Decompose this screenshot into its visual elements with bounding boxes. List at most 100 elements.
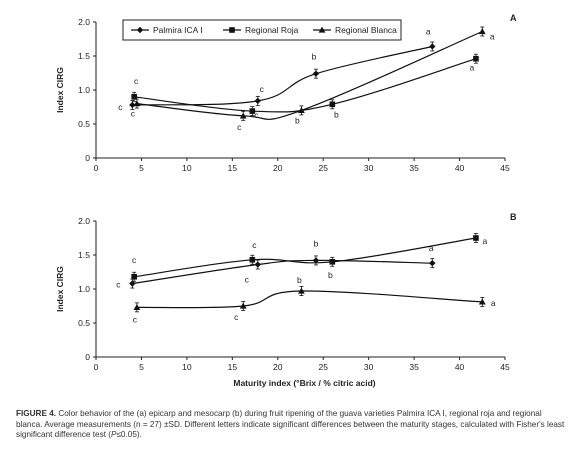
y-tick-label: 0 (85, 153, 90, 163)
data-point (254, 261, 261, 268)
significance-letter: c (132, 255, 137, 265)
data-point (298, 287, 305, 294)
data-point (133, 303, 141, 310)
data-point (473, 235, 479, 241)
y-tick-label: 1.0 (78, 284, 90, 294)
data-point (249, 108, 256, 114)
data-point (133, 100, 141, 107)
panel-a: 0 5 10 15 20 25 30 35 40 45 0 0.5 1.0 1.5 2.0 Index CIR… (55, 13, 517, 173)
legend-label: Palmira ICA I (153, 25, 203, 35)
y-tick-label: 2.0 (78, 17, 90, 27)
x-tick-label: 20 (273, 362, 283, 372)
data-point (131, 94, 137, 100)
x-tick-label: 25 (318, 163, 328, 173)
significance-letter: c (134, 76, 139, 86)
series-regional-roja: c c b a (131, 53, 479, 120)
series-line (132, 259, 433, 285)
data-point (429, 259, 436, 267)
x-tick-label: 25 (318, 362, 328, 372)
significance-letter: b (328, 270, 333, 280)
x-tick-label: 0 (94, 163, 99, 173)
y-tick-label: 1.5 (78, 51, 90, 61)
legend-label: Regional Roja (245, 25, 299, 35)
caption-p: P (110, 430, 117, 440)
series-line (134, 58, 477, 113)
data-point (239, 112, 247, 119)
y-tick-label: 1.5 (78, 250, 90, 260)
y-tick-label: 2.0 (78, 216, 90, 226)
series-line (132, 45, 433, 106)
data-point (298, 107, 305, 113)
significance-letter: b (297, 275, 302, 285)
significance-letter: c (116, 280, 121, 290)
legend-marker (318, 26, 326, 33)
significance-letter: c (252, 240, 257, 250)
x-tick-label: 0 (94, 362, 99, 372)
x-tick-label: 45 (500, 163, 510, 173)
x-tick-label: 40 (455, 163, 465, 173)
y-axis-label: Index CIRG (55, 266, 65, 312)
series-regional-blanca: c c b a (133, 275, 496, 324)
figure-canvas: 0 5 10 15 20 25 30 35 40 45 0 0.5 1.0 1.5 2.0 Index CIR… (55, 13, 517, 388)
legend-marker (136, 26, 144, 34)
x-tick-label: 5 (139, 362, 144, 372)
significance-letter: b (314, 238, 319, 248)
x-tick-label: 30 (364, 362, 374, 372)
significance-letter: a (483, 236, 488, 246)
y-axis-label: Index CIRG (55, 67, 65, 113)
panel-b: 0 5 10 15 20 25 30 35 40 45 0 0.5 1.0 1.5 2.0 Index CIR… (55, 212, 517, 388)
data-point (129, 280, 136, 287)
x-tick-label: 35 (409, 362, 419, 372)
x-tick-label: 15 (228, 362, 238, 372)
y-tick-label: 0.5 (78, 119, 90, 129)
data-point (329, 101, 336, 108)
series-regional-roja: c c b a (131, 233, 488, 282)
significance-letter: b (334, 109, 339, 119)
legend-box (122, 19, 402, 41)
data-point (329, 259, 336, 265)
significance-letter: c (237, 122, 242, 132)
y-tick-label: 1.0 (78, 85, 90, 95)
significance-letter: b (312, 52, 317, 62)
significance-letter: a (491, 298, 496, 308)
significance-letter: c (133, 314, 138, 324)
x-tick-label: 20 (273, 163, 283, 173)
y-tick-label: 0 (85, 352, 90, 362)
data-point (131, 273, 137, 280)
legend-marker (229, 27, 235, 33)
figure-caption: FIGURE 4. Color behavior of the (a) epic… (16, 409, 568, 441)
data-point (473, 55, 479, 62)
x-tick-label: 10 (182, 362, 192, 372)
x-tick-label: 35 (409, 163, 419, 173)
panel-label: B (510, 212, 517, 222)
series-regional-blanca: c c b a (131, 26, 495, 132)
x-tick-label: 15 (228, 163, 238, 173)
significance-letter: c (118, 102, 123, 112)
significance-letter: c (245, 275, 250, 285)
legend-label: Regional Blanca (335, 25, 397, 35)
significance-letter: a (429, 243, 434, 253)
caption-label: FIGURE 4. (16, 409, 57, 418)
x-tick-label: 10 (182, 163, 192, 173)
x-tick-label: 45 (500, 362, 510, 372)
significance-letter: a (426, 26, 431, 36)
series-palmira-ica-i: c c b a (116, 238, 436, 290)
x-tick-label: 40 (455, 362, 465, 372)
significance-letter: c (131, 109, 136, 119)
series-line (136, 290, 483, 309)
significance-letter: b (295, 115, 300, 125)
x-tick-label: 5 (139, 163, 144, 173)
significance-letter: a (490, 32, 495, 42)
data-point (478, 298, 486, 305)
data-point (254, 97, 261, 105)
significance-letter: c (234, 312, 239, 322)
series-line (134, 237, 476, 278)
data-point (429, 43, 436, 50)
caption-text-3: ≤0.05). (116, 430, 142, 440)
data-point (478, 28, 486, 35)
significance-letter: c (260, 84, 265, 94)
x-axis-label: Maturity index (°Brix / % citric acid) (233, 378, 375, 388)
caption-text-2: . Different letters indicate significant… (16, 419, 565, 440)
significance-letter: c (254, 110, 259, 120)
legend: Palmira ICA I Regional Roja Regional Blanc… (122, 19, 402, 41)
